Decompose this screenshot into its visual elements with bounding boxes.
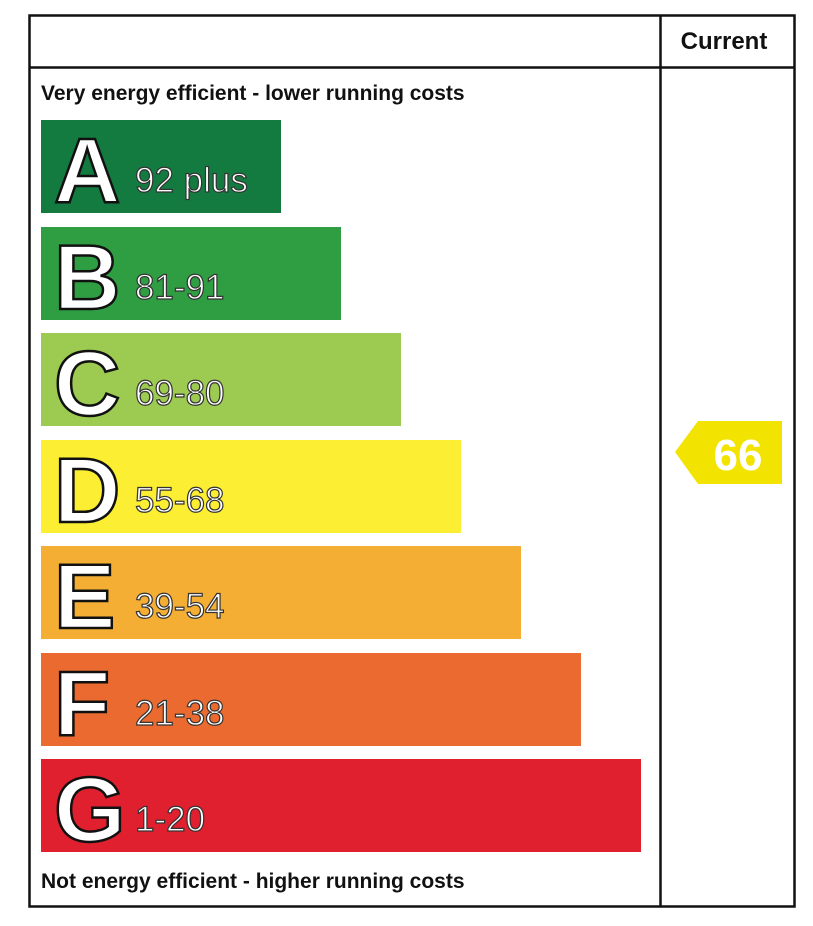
band-letter: B [54, 227, 120, 329]
bottom-note: Not energy efficient - higher running co… [41, 870, 465, 893]
band-letter: E [54, 546, 115, 648]
frame [28, 14, 796, 908]
band-bar [41, 333, 401, 426]
band-letter: D [54, 440, 120, 542]
bands: A 92 plus B 81-91 C 69-80 D 55-68 E 39-54 F 21-38G 1… [41, 119, 641, 862]
current-arrow [675, 421, 782, 484]
column-header: Current [681, 28, 768, 55]
band-bar [41, 653, 581, 746]
band-range: 55-68 [135, 481, 225, 520]
band-bar [41, 120, 281, 213]
band-range: 92 plus [135, 161, 248, 200]
band-range: 39-54 [135, 587, 225, 626]
band-letter: F [54, 653, 110, 755]
band-range: 1-20 [135, 800, 205, 839]
band-letter: G [54, 759, 126, 861]
band-bar [41, 227, 341, 320]
current-rating: 66 [714, 431, 763, 480]
band-range: 81-91 [135, 268, 225, 307]
band-letter: C [54, 333, 120, 435]
band-bar [41, 759, 641, 852]
band-letter: A [54, 120, 120, 222]
band-bar [41, 546, 521, 639]
top-note: Very energy efficient - lower running co… [41, 82, 465, 105]
band-range: 21-38 [135, 694, 225, 733]
band-range: 69-80 [135, 374, 225, 413]
band-bar [41, 440, 461, 533]
